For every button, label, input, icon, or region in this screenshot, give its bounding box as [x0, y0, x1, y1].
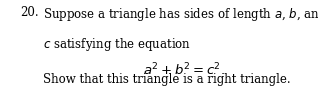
Text: $c$ satisfying the equation: $c$ satisfying the equation — [43, 36, 191, 53]
Text: $a^2 + b^2 = c^2.$: $a^2 + b^2 = c^2.$ — [143, 62, 225, 78]
Text: Suppose a triangle has sides of length $a$, $b$, and: Suppose a triangle has sides of length $… — [43, 6, 318, 23]
Text: Show that this triangle is a right triangle.: Show that this triangle is a right trian… — [43, 73, 291, 86]
Text: 20.: 20. — [20, 6, 39, 19]
